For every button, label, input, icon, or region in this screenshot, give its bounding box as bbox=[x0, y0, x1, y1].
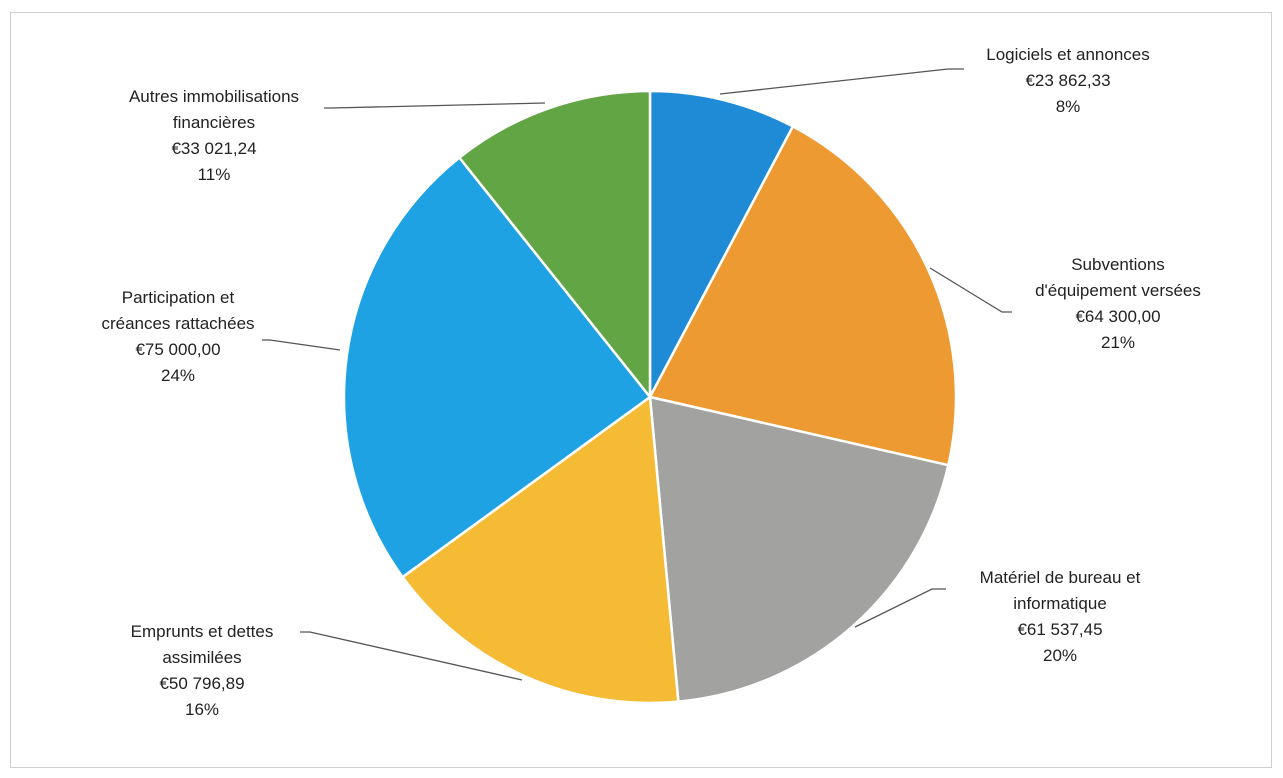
slice-1-name-line: d'équipement versées bbox=[1035, 281, 1201, 300]
slice-label-0: Logiciels et annonces €23 862,33 8% bbox=[986, 45, 1150, 116]
slice-3-name-line: Emprunts et dettes bbox=[131, 622, 274, 641]
pie-slices bbox=[342, 89, 958, 705]
slice-label-4: Participation et créances rattachées €75 0… bbox=[101, 288, 254, 385]
slice-2-name-line: Matériel de bureau et bbox=[980, 568, 1141, 587]
slice-4-value-label: €75 000,00 bbox=[135, 340, 220, 359]
leader-line-2 bbox=[854, 588, 946, 628]
leader-line-5 bbox=[324, 102, 546, 109]
slice-2-percent-label: 20% bbox=[1043, 646, 1077, 665]
slice-5-name-line: financières bbox=[173, 113, 255, 132]
slice-labels: Logiciels et annonces €23 862,33 8% Subvent… bbox=[101, 45, 1200, 719]
pie-slice-2 bbox=[648, 395, 950, 704]
slice-4-name-line: créances rattachées bbox=[101, 314, 254, 333]
pie-slice-0 bbox=[648, 89, 795, 398]
slice-0-name-line: Logiciels et annonces bbox=[986, 45, 1150, 64]
pie-slice-1 bbox=[648, 124, 958, 467]
slice-0-value-label: €23 862,33 bbox=[1025, 71, 1110, 90]
slice-4-name-line: Participation et bbox=[122, 288, 235, 307]
slice-5-percent-label: 11% bbox=[198, 165, 231, 184]
slice-2-value-label: €61 537,45 bbox=[1017, 620, 1102, 639]
leader-line-1 bbox=[929, 267, 1012, 313]
slice-3-value-label: €50 796,89 bbox=[159, 674, 244, 693]
slice-label-3: Emprunts et dettes assimilées €50 796,89 16… bbox=[131, 622, 274, 719]
slice-label-2: Matériel de bureau et informatique €61 537… bbox=[980, 568, 1141, 665]
leader-line-3 bbox=[300, 631, 523, 681]
pie-slice-5 bbox=[457, 89, 652, 401]
slice-4-percent-label: 24% bbox=[161, 366, 195, 385]
slice-1-name-line: Subventions bbox=[1071, 255, 1165, 274]
slice-label-1: Subventions d'équipement versées €64 300,0… bbox=[1035, 255, 1201, 352]
slice-5-value-label: €33 021,24 bbox=[171, 139, 256, 158]
slice-1-percent-label: 21% bbox=[1101, 333, 1135, 352]
pie-slice-3 bbox=[400, 394, 680, 705]
leader-line-4 bbox=[262, 339, 341, 351]
slice-1-value-label: €64 300,00 bbox=[1075, 307, 1160, 326]
slice-3-name-line: assimilées bbox=[162, 648, 241, 667]
slice-5-name-line: Autres immobilisations bbox=[129, 87, 299, 106]
slice-2-name-line: informatique bbox=[1013, 594, 1107, 613]
leader-lines bbox=[262, 68, 1012, 681]
slice-0-percent-label: 8% bbox=[1056, 97, 1081, 116]
leader-line-0 bbox=[719, 68, 964, 95]
slice-label-5: Autres immobilisations financières €33 021… bbox=[129, 87, 299, 184]
pie-slice-4 bbox=[342, 155, 652, 579]
slice-3-percent-label: 16% bbox=[185, 700, 219, 719]
